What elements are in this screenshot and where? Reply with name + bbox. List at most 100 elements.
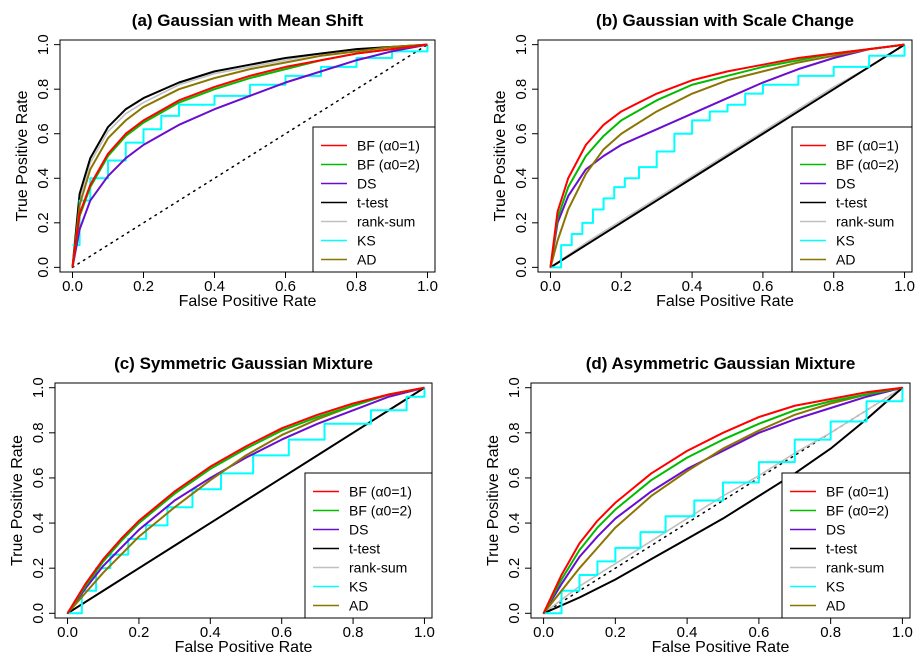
x-axis-label: False Positive Rate (656, 293, 794, 310)
panel-d: (d) Asymmetric Gaussian Mixture 0.0 0.2 0.4… (485, 354, 913, 656)
x-tick-label: 0.8 (346, 278, 367, 295)
panel-c: (c) Symmetric Gaussian Mixture 0.0 0.2 0.4 0… (9, 354, 435, 656)
x-tick-label: 0.6 (271, 624, 292, 641)
y-tick-label: 1.0 (513, 34, 530, 55)
series-line-ad (71, 43, 428, 268)
legend-label: DS (357, 176, 376, 192)
legend-label: AD (357, 252, 376, 268)
y-tick-label: 0.4 (506, 513, 523, 534)
legend-label: BF (α0=1) (349, 484, 412, 500)
legend-label: rank-sum (836, 214, 894, 230)
x-tick-label: 0.4 (682, 278, 703, 295)
legend-label: DS (836, 176, 855, 192)
chance-diagonal (71, 43, 429, 269)
y-tick-label: 0.0 (35, 257, 52, 278)
series-line-ad (549, 43, 905, 268)
y-tick-label: 1.0 (35, 34, 52, 55)
panel-a: (a) Gaussian with Mean Shift 0.0 0.2 0.4 0.6… (14, 11, 438, 310)
panel-b: (b) Gaussian with Scale Change 0.0 0.2 0.4 0… (492, 11, 915, 310)
legend-label: KS (357, 233, 376, 249)
series-line-bf-0-2- (66, 386, 425, 614)
chart-title: (d) Asymmetric Gaussian Mixture (586, 354, 856, 373)
legend-label: rank-sum (349, 560, 407, 576)
legend-label: rank-sum (826, 560, 884, 576)
legend-label: BF (α0=1) (826, 484, 889, 500)
series-line-ks (543, 387, 904, 615)
series-line-ks (72, 44, 429, 247)
legend: BF (α0=1) BF (α0=2) DS t-test rank-sum KS AD (304, 472, 433, 619)
legend-label: t-test (349, 541, 380, 557)
series-line-t-test (549, 43, 906, 269)
x-axis-label: False Positive Rate (652, 639, 790, 656)
y-tick-label: 0.4 (30, 513, 47, 534)
series-line-ks (550, 44, 906, 269)
series-line-t-test (67, 386, 425, 615)
x-tick-label: 1.0 (417, 278, 438, 295)
y-tick-label: 0.8 (513, 79, 530, 100)
series-line-ad (542, 386, 903, 614)
chart-title: (c) Symmetric Gaussian Mixture (114, 354, 373, 373)
x-axis-label: False Positive Rate (175, 639, 313, 656)
legend-box (312, 126, 436, 273)
y-tick-label: 0.8 (35, 79, 52, 100)
legend-label: t-test (826, 541, 857, 557)
x-tick-label: 0.4 (204, 278, 225, 295)
y-tick-label: 0.6 (506, 468, 523, 489)
legend-box (304, 472, 433, 619)
x-tick-label: 0.8 (343, 624, 364, 641)
legend-label: AD (836, 252, 855, 268)
y-tick-label: 0.6 (513, 123, 530, 144)
x-tick-label: 0.0 (62, 278, 83, 295)
y-axis-label: True Positive Rate (485, 435, 502, 566)
series-line-rank-sum (550, 43, 905, 269)
legend-box (781, 472, 911, 619)
legend-label: BF (α0=1) (836, 138, 899, 154)
y-tick-label: 0.0 (513, 257, 530, 278)
y-tick-label: 0.4 (35, 168, 52, 189)
legend: BF (α0=1) BF (α0=2) DS t-test rank-sum KS AD (791, 126, 913, 273)
legend-label: KS (826, 579, 845, 595)
series-line-t-test (71, 43, 428, 268)
y-tick-label: 0.8 (30, 422, 47, 443)
chart-title: (a) Gaussian with Mean Shift (132, 11, 364, 30)
legend-label: AD (826, 598, 845, 614)
legend-label: rank-sum (357, 214, 415, 230)
legend-label: DS (826, 522, 845, 538)
x-tick-label: 0.0 (533, 624, 554, 641)
series-line-bf-0-1- (71, 43, 428, 268)
series-line-ds (549, 43, 905, 268)
legend-label: BF (α0=2) (357, 157, 420, 173)
series-line-t-test (543, 386, 904, 615)
y-tick-label: 1.0 (30, 377, 47, 398)
y-tick-label: 0.4 (513, 168, 530, 189)
y-tick-label: 0.2 (30, 558, 47, 579)
x-tick-label: 0.0 (540, 278, 561, 295)
legend-label: AD (349, 598, 368, 614)
x-tick-label: 1.0 (894, 278, 915, 295)
x-tick-label: 0.8 (823, 278, 844, 295)
x-tick-label: 0.2 (128, 624, 149, 641)
chart-title: (b) Gaussian with Scale Change (596, 11, 854, 30)
legend-label: BF (α0=2) (826, 503, 889, 519)
y-tick-label: 0.0 (506, 603, 523, 624)
legend-label: KS (836, 233, 855, 249)
x-tick-label: 0.4 (677, 624, 698, 641)
x-tick-label: 0.2 (605, 624, 626, 641)
x-tick-label: 0.4 (200, 624, 221, 641)
y-tick-label: 0.2 (513, 212, 530, 233)
legend-label: BF (α0=1) (357, 138, 420, 154)
series-line-bf-0-1- (542, 386, 903, 614)
legend: BF (α0=1) BF (α0=2) DS t-test rank-sum KS AD (312, 126, 436, 273)
legend-label: t-test (357, 195, 388, 211)
legend-label: KS (349, 579, 368, 595)
x-tick-label: 0.2 (133, 278, 154, 295)
x-tick-label: 1.0 (892, 624, 913, 641)
x-axis-label: False Positive Rate (179, 293, 317, 310)
legend-box (791, 126, 913, 273)
y-tick-label: 0.6 (35, 123, 52, 144)
series-line-ds (542, 386, 903, 614)
legend-label: BF (α0=2) (836, 157, 899, 173)
y-tick-label: 0.6 (30, 468, 47, 489)
y-tick-label: 0.0 (30, 603, 47, 624)
